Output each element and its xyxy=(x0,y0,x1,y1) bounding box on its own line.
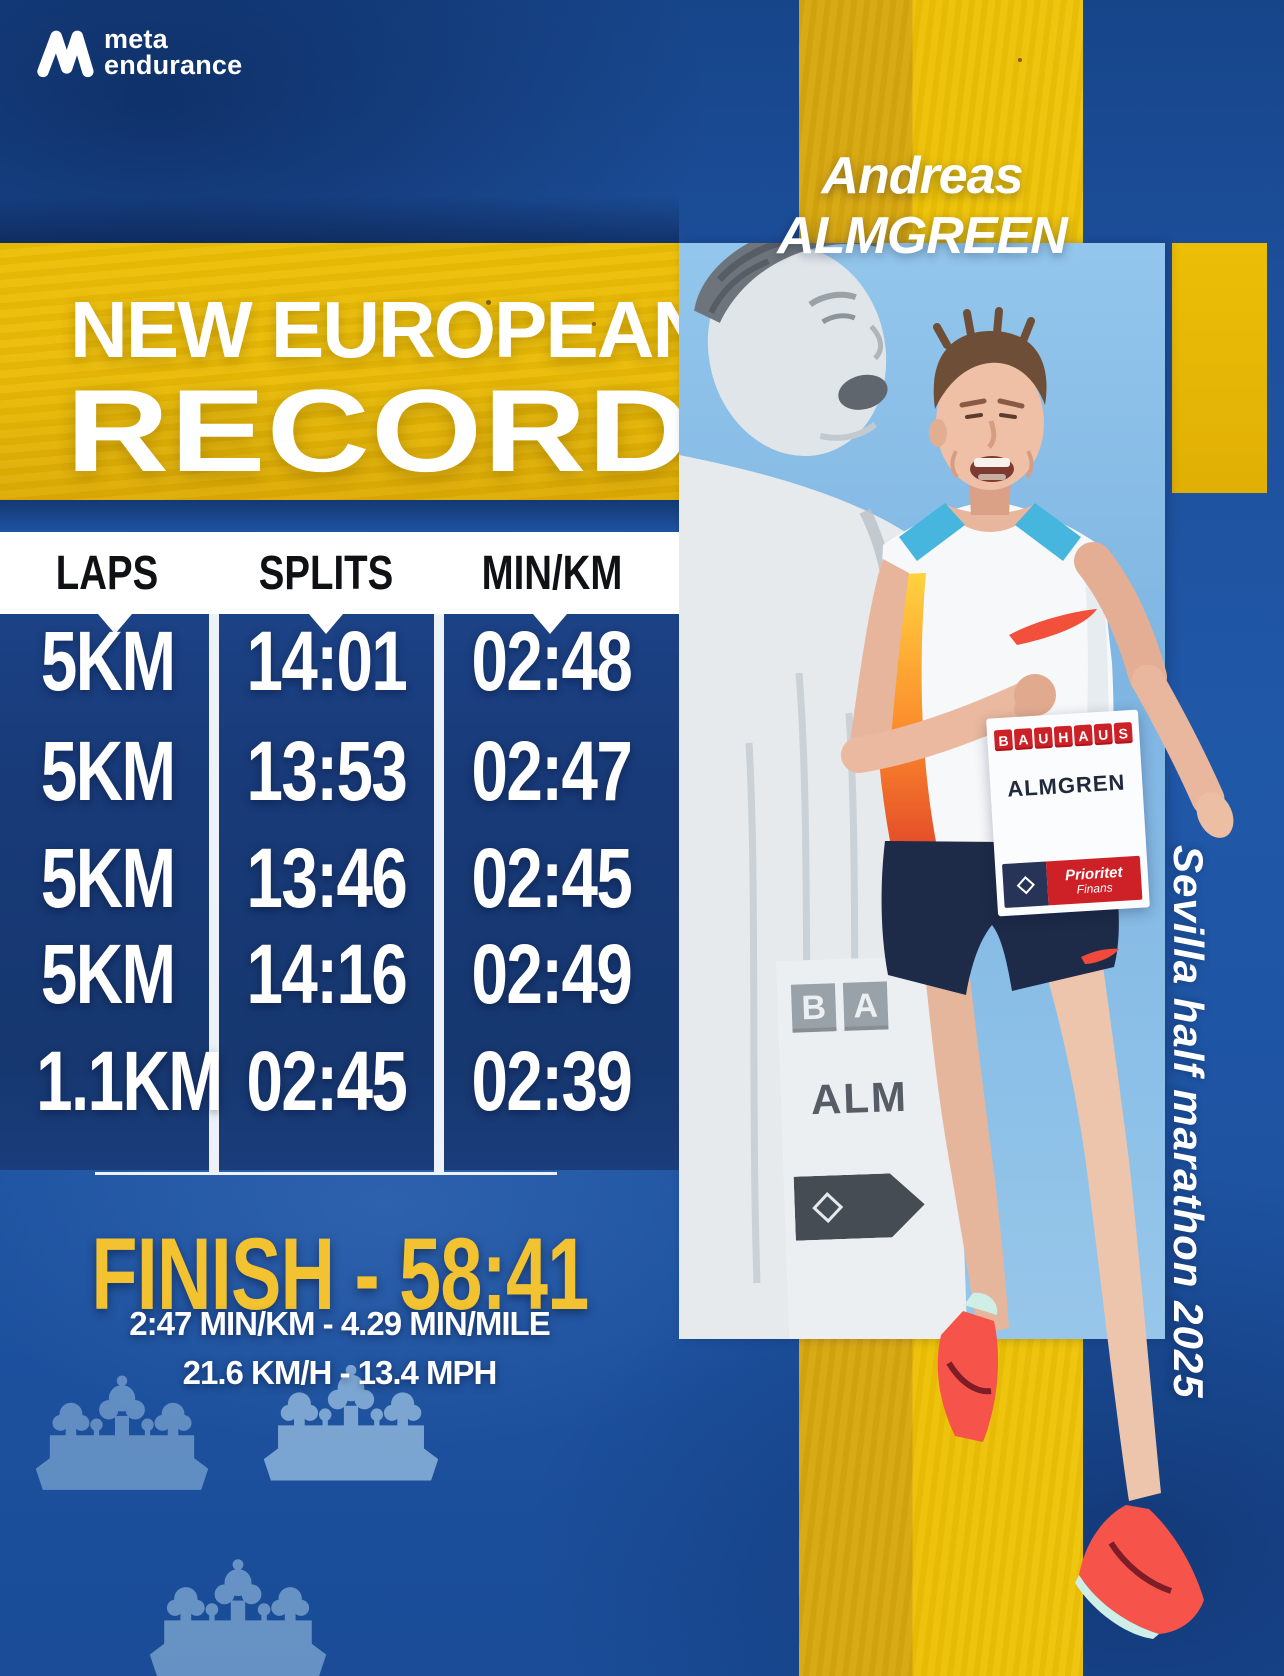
brand-logo-icon xyxy=(36,26,94,85)
brand-logo: meta endurance xyxy=(36,26,242,85)
bib-brand-letter: B xyxy=(993,729,1014,752)
bib-brand-letter: S xyxy=(1113,721,1133,745)
bib-sponsor-strip: Prioritet Finans xyxy=(1001,855,1143,909)
table-cell: 5KM xyxy=(40,614,176,708)
table-header-band xyxy=(0,532,679,614)
bib-brand-letter: A xyxy=(1013,728,1034,751)
shading-strip xyxy=(0,196,679,243)
crown-icon xyxy=(140,1552,336,1676)
table-cell: 02:47 xyxy=(471,724,633,818)
bib-sponsor-line2: Finans xyxy=(1076,879,1114,897)
table-cell: 5KM xyxy=(40,724,176,818)
diamond-tag-icon xyxy=(1001,861,1049,909)
table-row: 5KM 14:16 02:49 xyxy=(0,932,679,1016)
texture-speck xyxy=(1018,58,1022,62)
flag-horizontal-band xyxy=(0,243,679,500)
speed-stat: 21.6 KM/H - 13.4 MPH xyxy=(182,1354,498,1391)
runner-figure xyxy=(841,307,1234,1639)
shading-strip xyxy=(0,500,679,532)
runner-illustration xyxy=(841,307,1234,1639)
race-bib: B A U H A U S ALMGREN Prioritet Finans xyxy=(986,709,1150,917)
table-column-splits xyxy=(219,614,434,1170)
column-divider xyxy=(209,614,219,1172)
column-divider xyxy=(434,614,444,1172)
bib-sponsor: Prioritet Finans xyxy=(1045,855,1143,906)
bib-brand-letter: U xyxy=(1093,723,1113,746)
table-cell: 02:45 xyxy=(471,831,633,925)
bib-brand-letter: A xyxy=(1073,724,1093,747)
table-cell: 13:46 xyxy=(246,831,408,925)
finish-time: FINISH - 58:41 xyxy=(90,1217,589,1331)
bib-name: ALMGREN xyxy=(1006,769,1127,802)
flag-horizontal-band-right xyxy=(1172,243,1267,493)
table-row: 5KM 14:01 02:48 xyxy=(0,619,679,703)
texture-speck xyxy=(592,322,596,326)
table-row: 5KM 13:46 02:45 xyxy=(0,836,679,920)
headline-line1: NEW EUROPEAN xyxy=(70,285,710,374)
table-cell: 14:01 xyxy=(246,614,408,708)
bib-brand: B A U H A U S xyxy=(987,721,1140,752)
table-cell: 5KM xyxy=(40,927,176,1021)
table-cell: 02:39 xyxy=(471,1034,633,1128)
brand-name-line2: endurance xyxy=(104,50,243,80)
bib-brand-letter: H xyxy=(1053,725,1073,748)
headline-line2: RECORD xyxy=(66,365,692,496)
table-cell: 14:16 xyxy=(246,927,408,1021)
bib-brand-letter: U xyxy=(1033,726,1053,749)
table-cell: 02:48 xyxy=(471,614,633,708)
table-cell: 02:49 xyxy=(471,927,633,1021)
brand-name: meta endurance xyxy=(104,24,243,80)
column-header-minkm: MIN/KM xyxy=(481,547,622,600)
pace-stat: 2:47 MIN/KM - 4.29 MIN/MILE xyxy=(129,1305,550,1342)
table-column-laps xyxy=(0,614,209,1170)
brand-name-line1: meta xyxy=(104,24,168,54)
column-header-laps: LAPS xyxy=(56,547,159,600)
table-row: 1.1KM 02:45 02:39 xyxy=(0,1039,679,1123)
table-cell: 13:53 xyxy=(246,724,408,818)
table-row: 5KM 13:53 02:47 xyxy=(0,729,679,813)
table-cell: 02:45 xyxy=(246,1034,408,1128)
diamond-glyph xyxy=(1016,875,1035,894)
table-footer-divider xyxy=(95,1172,557,1175)
table-cell: 5KM xyxy=(40,831,176,925)
table-cell: 1.1KM xyxy=(36,1034,223,1128)
column-header-splits: SPLITS xyxy=(259,547,394,600)
athlete-name: Andreas ALMGREEN xyxy=(777,147,1068,265)
texture-speck xyxy=(486,300,491,305)
table-column-minkm xyxy=(444,614,679,1170)
